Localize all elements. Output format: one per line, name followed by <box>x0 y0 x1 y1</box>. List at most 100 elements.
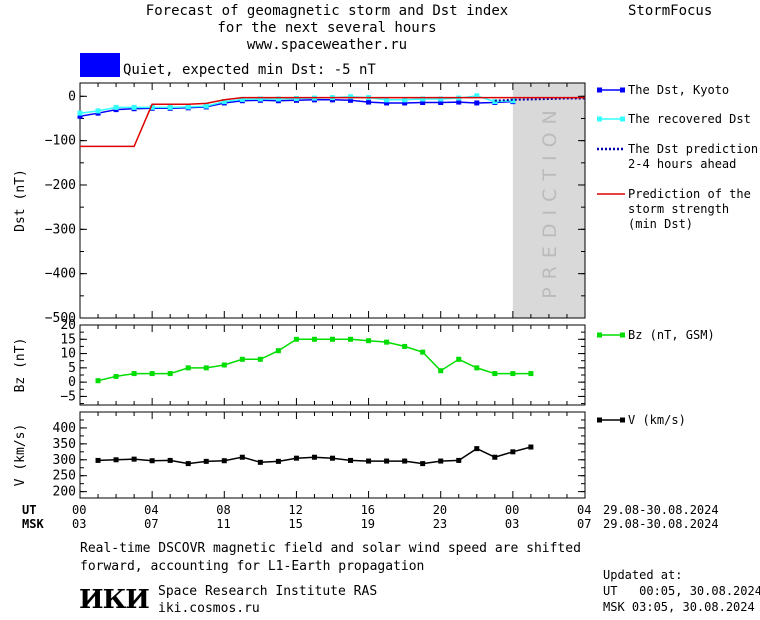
legend-marker <box>597 87 602 93</box>
data-point <box>528 444 534 450</box>
data-point <box>131 456 137 462</box>
panel-frame <box>79 82 586 319</box>
iki-logo: ИКИ <box>79 585 150 615</box>
data-point <box>492 371 498 377</box>
data-point <box>528 371 534 377</box>
legend-marker <box>597 332 602 338</box>
data-point <box>330 336 335 342</box>
data-point <box>402 458 408 464</box>
data-point <box>348 457 354 463</box>
y-axis-label: V (km/s) <box>13 424 28 487</box>
msk-tick-label: 03 <box>72 517 87 531</box>
data-point <box>113 457 119 463</box>
data-point <box>474 446 480 452</box>
data-point <box>438 96 444 102</box>
y-tick-label: 20 <box>60 318 76 333</box>
data-point <box>420 349 426 355</box>
series-line <box>97 338 531 382</box>
legend-label: V (km/s) <box>628 413 686 427</box>
data-point <box>185 365 191 371</box>
data-point <box>221 458 227 464</box>
data-point <box>510 98 516 104</box>
y-tick-label: 0 <box>68 375 76 390</box>
footer-note-line-2: forward, accounting for L1-Earth propaga… <box>80 559 425 574</box>
data-point <box>366 458 372 464</box>
data-point <box>438 458 444 464</box>
data-point <box>456 356 462 362</box>
legend-label: Bz (nT, GSM) <box>628 328 715 342</box>
data-point <box>456 99 462 105</box>
legend-label: storm strength <box>628 202 729 216</box>
data-point <box>239 356 245 362</box>
data-point <box>510 371 516 377</box>
title-line-1: Forecast of geomagnetic storm and Dst in… <box>145 3 509 19</box>
data-point <box>257 459 263 465</box>
legend-marker <box>597 417 602 423</box>
ut-date-range: 29.08-30.08.2024 <box>603 503 719 517</box>
legend-marker <box>620 87 625 93</box>
data-point <box>384 458 390 464</box>
y-axis-label: Dst (nT) <box>13 169 28 232</box>
y-tick-label: −5 <box>60 389 76 404</box>
series-line <box>80 96 585 148</box>
status-text: Quiet, expected min Dst: -5 nT <box>123 62 376 78</box>
data-point <box>167 457 173 463</box>
legend-label: The recovered Dst <box>628 112 751 126</box>
data-point <box>275 348 281 354</box>
data-point <box>149 458 155 464</box>
y-tick-label: −500 <box>45 311 76 326</box>
data-point <box>366 338 372 344</box>
msk-tick-label: 23 <box>432 517 448 531</box>
msk-tick-label: 15 <box>288 517 303 531</box>
y-tick-label: 350 <box>53 437 76 452</box>
data-point <box>402 97 408 103</box>
data-point <box>131 371 137 377</box>
y-tick-label: 15 <box>60 332 76 347</box>
data-point <box>402 343 408 349</box>
data-point <box>167 371 173 377</box>
data-point <box>348 94 354 100</box>
data-point <box>149 371 155 377</box>
chart-title: Forecast of geomagnetic storm and Dst in… <box>117 3 537 54</box>
data-point <box>203 458 209 464</box>
data-point <box>474 93 480 99</box>
footer-note-line-1: Real-time DSCOVR magnetic field and sola… <box>80 541 581 556</box>
data-point <box>185 461 191 467</box>
data-point <box>420 100 426 106</box>
data-point <box>456 457 462 463</box>
y-tick-label: 250 <box>53 469 76 484</box>
y-tick-label: 200 <box>53 485 76 500</box>
y-tick-label: 10 <box>60 347 76 362</box>
ut-tick-label: 08 <box>216 503 231 517</box>
data-point <box>348 97 354 103</box>
y-tick-label: −200 <box>45 178 76 193</box>
data-point <box>257 96 263 102</box>
footer-note: Real-time DSCOVR magnetic field and sola… <box>80 540 581 576</box>
ut-tick-label: 04 <box>144 503 159 517</box>
y-tick-label: 300 <box>53 453 76 468</box>
data-point <box>239 454 245 460</box>
legend-label: 2-4 hours ahead <box>628 157 736 171</box>
data-point <box>366 99 372 105</box>
data-point <box>95 378 101 384</box>
data-point <box>185 104 191 110</box>
y-tick-label: 400 <box>53 421 76 436</box>
msk-tick-label: 19 <box>360 517 376 531</box>
title-line-2: for the next several hours <box>217 20 437 36</box>
data-point <box>293 455 299 461</box>
data-point <box>221 362 227 368</box>
y-tick-label: −100 <box>45 134 76 149</box>
msk-tick-label: 07 <box>577 517 592 531</box>
data-point <box>420 96 426 102</box>
data-point <box>77 110 83 116</box>
ut-tick-label: 04 <box>577 503 592 517</box>
updated-ut: UT 00:05, 30.08.2024 <box>603 584 760 598</box>
updated-msk: MSK 03:05, 30.08.2024 <box>603 600 755 614</box>
ut-axis-label: UT <box>22 503 37 517</box>
data-point <box>311 454 317 460</box>
data-point <box>420 461 426 467</box>
panel-frame <box>79 411 586 499</box>
msk-tick-label: 03 <box>504 517 520 531</box>
legend-label: (min Dst) <box>628 217 693 231</box>
legend-label: The Dst, Kyoto <box>628 83 729 97</box>
